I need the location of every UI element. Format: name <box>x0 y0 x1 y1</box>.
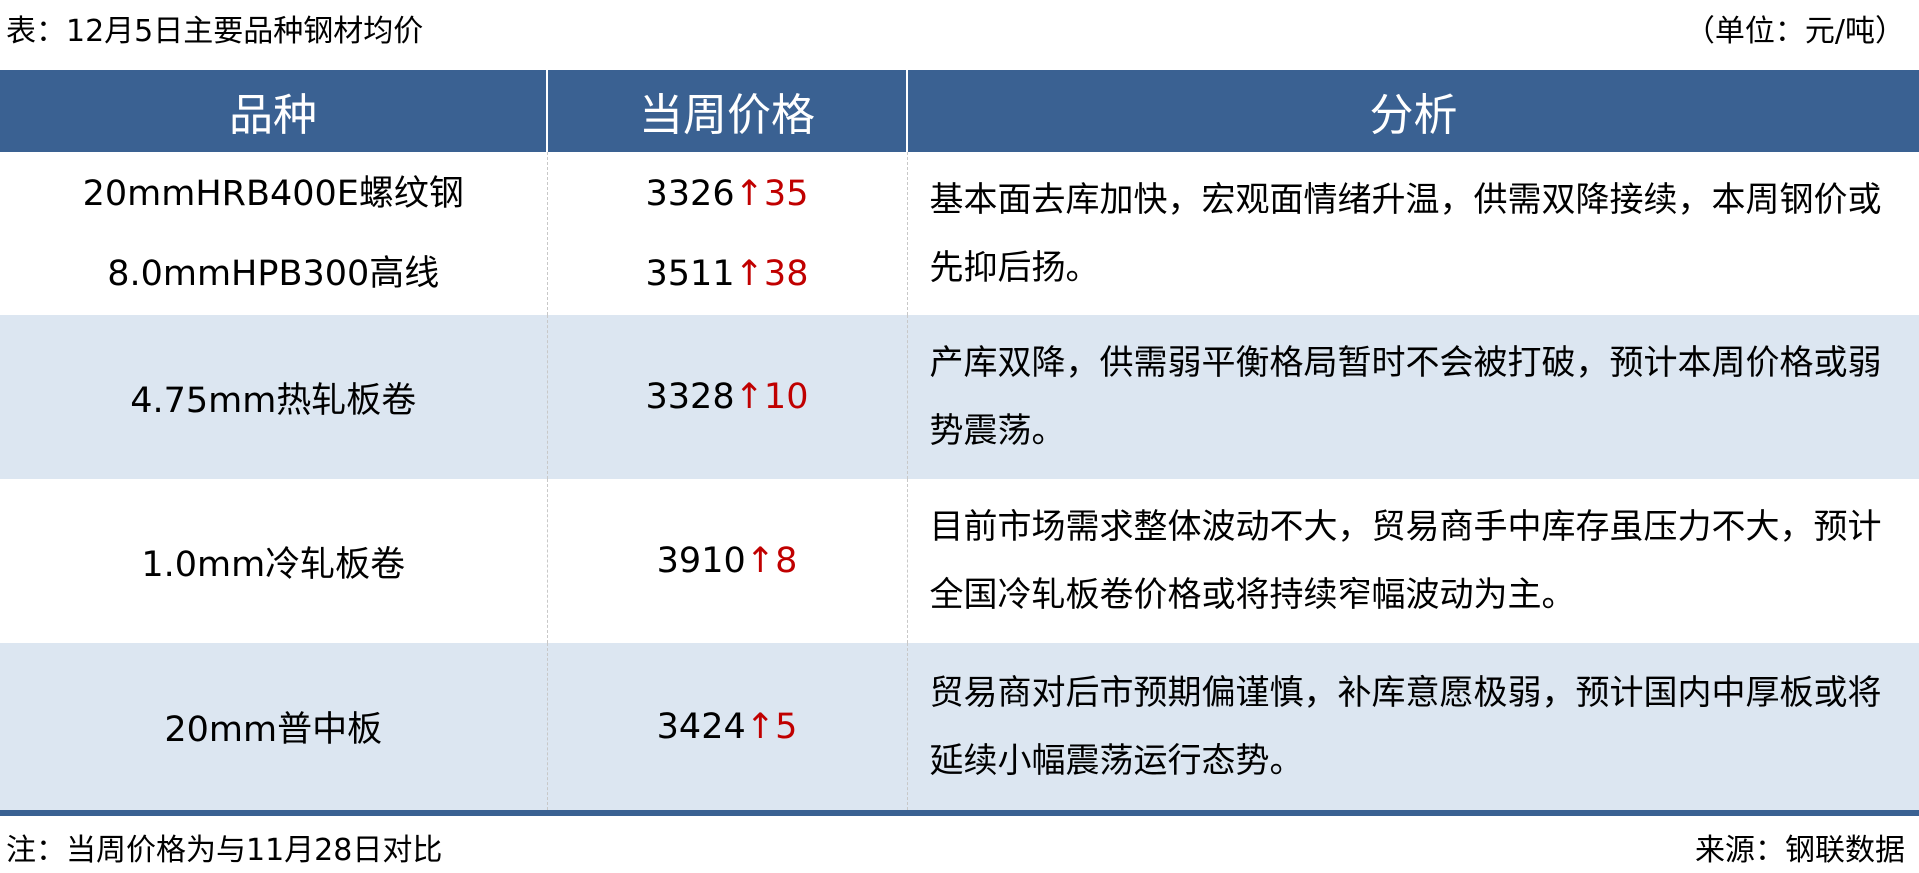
header-analysis: 分析 <box>906 70 1919 152</box>
up-arrow-icon: ↑ <box>745 541 776 581</box>
price-value: 3424 <box>656 706 746 747</box>
price-value: 3328 <box>645 377 735 417</box>
unit-label: （单位：元/吨） <box>1684 14 1905 49</box>
up-arrow-icon: ↑ <box>734 173 764 214</box>
price-value: 3511 <box>645 253 735 294</box>
table-row: 4.75mm热轧板卷 3328↑10 产库双降，供需弱平衡格局暂时不会被打破，预… <box>0 315 1919 479</box>
footnote: 注：当周价格为与11月28日对比 <box>6 833 443 868</box>
table-row: 20mm普中板 3424↑5 贸易商对后市预期偏谨慎，补库意愿极弱，预计国内中厚… <box>0 643 1919 816</box>
analysis-cell: 基本面去库加快，宏观面情绪升温，供需双降接续，本周钢价或先抑后扬。 <box>906 152 1919 315</box>
table-row: 20mmHRB400E螺纹钢 8.0mmHPB300高线 3326↑35 351… <box>0 152 1919 315</box>
price-cell: 3424↑5 <box>546 643 907 816</box>
analysis-cell: 目前市场需求整体波动不大，贸易商手中库存虽压力不大，预计全国冷轧板卷价格或将持续… <box>906 479 1919 643</box>
price-value: 3326 <box>645 173 735 214</box>
table-row: 1.0mm冷轧板卷 3910↑8 目前市场需求整体波动不大，贸易商手中库存虽压力… <box>0 479 1919 643</box>
header-price: 当周价格 <box>546 70 907 152</box>
price-change: 35 <box>763 173 809 214</box>
variety-name: 8.0mmHPB300高线 <box>107 253 440 294</box>
analysis-cell: 产库双降，供需弱平衡格局暂时不会被打破，预计本周价格或弱势震荡。 <box>906 315 1919 479</box>
up-arrow-icon: ↑ <box>734 377 764 417</box>
price-change: 10 <box>763 377 809 417</box>
price-cell: 3328↑10 <box>546 315 907 479</box>
variety-name: 20mmHRB400E螺纹钢 <box>82 173 464 214</box>
steel-price-table: 品种 当周价格 分析 20mmHRB400E螺纹钢 8.0mmHPB300高线 … <box>0 70 1919 816</box>
price-value: 3910 <box>656 541 746 581</box>
variety-name: 20mm普中板 <box>0 643 547 816</box>
price-cell: 3910↑8 <box>546 479 907 643</box>
header-row: 品种 当周价格 分析 <box>0 70 1919 152</box>
price-cell: 3326↑35 3511↑38 <box>546 152 907 315</box>
table-title: 表：12月5日主要品种钢材均价 <box>6 14 424 49</box>
variety-name: 4.75mm热轧板卷 <box>0 315 547 479</box>
up-arrow-icon: ↑ <box>745 706 776 747</box>
source-label: 来源：钢联数据 <box>1695 833 1905 868</box>
price-change: 38 <box>763 253 809 294</box>
header-variety: 品种 <box>0 70 547 152</box>
price-change: 5 <box>775 706 798 747</box>
variety-name: 1.0mm冷轧板卷 <box>141 544 406 585</box>
analysis-cell: 贸易商对后市预期偏谨慎，补库意愿极弱，预计国内中厚板或将延续小幅震荡运行态势。 <box>906 643 1919 816</box>
up-arrow-icon: ↑ <box>734 253 764 294</box>
variety-cell: 20mmHRB400E螺纹钢 8.0mmHPB300高线 <box>0 152 547 315</box>
price-change: 8 <box>775 541 798 581</box>
